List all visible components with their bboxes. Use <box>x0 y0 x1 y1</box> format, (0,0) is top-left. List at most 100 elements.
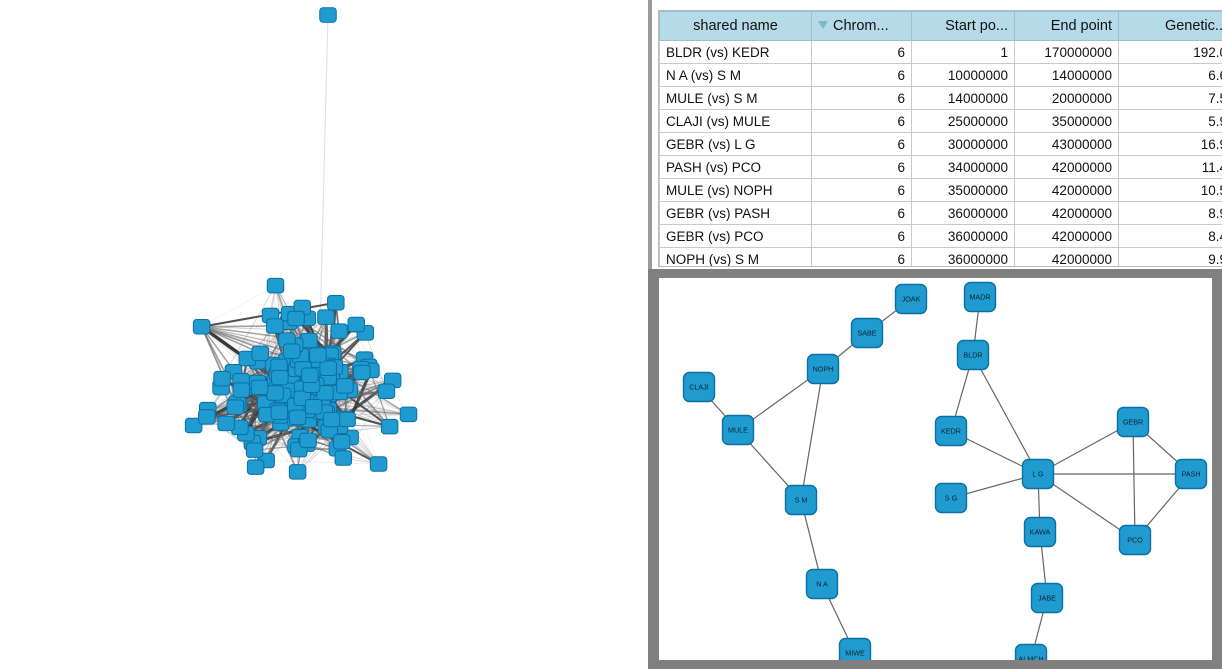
subnetwork-node[interactable]: SABE <box>850 317 884 349</box>
column-header-end-point[interactable]: End point <box>1014 11 1119 41</box>
sort-descending-triangle-icon[interactable] <box>818 21 828 30</box>
main-network-node[interactable] <box>353 364 371 381</box>
main-network-edge[interactable] <box>201 325 275 328</box>
cell-end_point[interactable]: 20000000 <box>1014 86 1119 110</box>
cell-start_point[interactable]: 36000000 <box>911 247 1015 266</box>
subnetwork-node[interactable]: BLDR <box>956 339 990 371</box>
main-network-node[interactable] <box>226 399 245 415</box>
subnetwork-node[interactable]: MULE <box>721 414 755 446</box>
cell-start_point[interactable]: 34000000 <box>911 155 1015 179</box>
cell-start_point[interactable]: 36000000 <box>911 224 1015 248</box>
main-network-node[interactable] <box>266 277 285 294</box>
main-network-node[interactable] <box>192 318 211 335</box>
main-network-node[interactable] <box>301 367 319 384</box>
subnetwork-edge[interactable] <box>1037 473 1136 541</box>
cell-shared_name[interactable]: NOPH (vs) S M <box>659 247 812 266</box>
main-network-node[interactable] <box>347 316 366 333</box>
main-network-edge[interactable] <box>201 285 276 328</box>
cell-chromosome[interactable]: 6 <box>811 63 912 87</box>
cell-shared_name[interactable]: PASH (vs) PCO <box>659 155 812 179</box>
subnetwork-node[interactable]: MADR <box>963 281 997 313</box>
cell-end_point[interactable]: 170000000 <box>1014 40 1119 64</box>
cell-end_point[interactable]: 43000000 <box>1014 132 1119 156</box>
cell-start_point[interactable]: 25000000 <box>911 109 1015 133</box>
subnetwork-node[interactable]: PASH <box>1174 458 1208 490</box>
edge-table-panel[interactable]: shared name Chrom... Start po... End poi… <box>648 0 1222 269</box>
cell-chromosome[interactable]: 6 <box>811 132 912 156</box>
subnetwork-node[interactable]: PCO <box>1118 524 1152 556</box>
main-network-node[interactable] <box>217 415 235 432</box>
main-network-node[interactable] <box>245 442 264 458</box>
cell-chromosome[interactable]: 6 <box>811 201 912 225</box>
cell-genetic[interactable]: 7.5 <box>1118 86 1222 110</box>
cell-shared_name[interactable]: MULE (vs) NOPH <box>659 178 812 202</box>
cell-end_point[interactable]: 42000000 <box>1014 201 1119 225</box>
main-network-node[interactable] <box>288 409 307 426</box>
subnetwork-node[interactable]: L G <box>1021 458 1055 490</box>
cell-start_point[interactable]: 35000000 <box>911 178 1015 202</box>
cell-end_point[interactable]: 42000000 <box>1014 224 1119 248</box>
main-network-node[interactable] <box>299 432 317 449</box>
subnetwork-edge[interactable] <box>972 354 1039 475</box>
cell-start_point[interactable]: 36000000 <box>911 201 1015 225</box>
cell-start_point[interactable]: 1 <box>911 40 1015 64</box>
subnetwork-node[interactable]: KAWA <box>1023 516 1057 548</box>
cell-chromosome[interactable]: 6 <box>811 40 912 64</box>
subnetwork-view[interactable]: CLAJI MULE NOPH SABE JOAK S M N A MIWE MADR BLDR K… <box>659 278 1212 660</box>
main-network-node[interactable] <box>266 318 284 334</box>
subnetwork-edge[interactable] <box>800 368 824 501</box>
cell-shared_name[interactable]: N A (vs) S M <box>659 63 812 87</box>
subnetwork-node[interactable]: JABE <box>1030 582 1064 614</box>
cell-shared_name[interactable]: GEBR (vs) PASH <box>659 201 812 225</box>
main-network-edge[interactable] <box>288 321 369 367</box>
column-header-shared-name[interactable]: shared name <box>659 11 812 41</box>
cell-start_point[interactable]: 10000000 <box>911 63 1015 87</box>
cell-genetic[interactable]: 6.6 <box>1118 63 1222 87</box>
main-network-node[interactable] <box>322 411 341 428</box>
cell-genetic[interactable]: 8.9 <box>1118 201 1222 225</box>
cell-end_point[interactable]: 14000000 <box>1014 63 1119 87</box>
main-network-view[interactable] <box>0 0 648 669</box>
main-network-node[interactable] <box>246 459 265 475</box>
main-network-node[interactable] <box>330 323 348 339</box>
main-network-node[interactable] <box>270 404 289 421</box>
main-network-node[interactable] <box>319 360 337 376</box>
main-network-node[interactable] <box>332 433 351 450</box>
subnetwork-canvas[interactable]: CLAJI MULE NOPH SABE JOAK S M N A MIWE MADR BLDR K… <box>659 278 1212 660</box>
main-network-node[interactable] <box>369 456 388 472</box>
cell-genetic[interactable]: 16.9 <box>1118 132 1222 156</box>
cell-end_point[interactable]: 35000000 <box>1014 109 1119 133</box>
main-network-node[interactable] <box>327 295 345 311</box>
cell-chromosome[interactable]: 6 <box>811 86 912 110</box>
main-network-node[interactable] <box>336 378 354 394</box>
main-network-node[interactable] <box>304 398 323 415</box>
subnetwork-edge[interactable] <box>1132 421 1136 541</box>
cell-genetic[interactable]: 192.0 <box>1118 40 1222 64</box>
cell-start_point[interactable]: 14000000 <box>911 86 1015 110</box>
main-network-edge[interactable] <box>257 322 290 383</box>
main-network-node[interactable] <box>271 369 289 386</box>
subnetwork-node[interactable]: GEBR <box>1116 406 1150 438</box>
cell-chromosome[interactable]: 6 <box>811 155 912 179</box>
cell-shared_name[interactable]: GEBR (vs) PCO <box>659 224 812 248</box>
cell-genetic[interactable]: 5.9 <box>1118 109 1222 133</box>
column-header-chromosome[interactable]: Chrom... <box>811 11 912 41</box>
cell-chromosome[interactable]: 6 <box>811 224 912 248</box>
subnetwork-node[interactable]: N A <box>805 568 839 600</box>
cell-shared_name[interactable]: BLDR (vs) KEDR <box>659 40 812 64</box>
cell-start_point[interactable]: 30000000 <box>911 132 1015 156</box>
main-network-node[interactable] <box>287 310 305 327</box>
cell-chromosome[interactable]: 6 <box>811 247 912 266</box>
main-network-canvas[interactable] <box>0 0 648 669</box>
cell-shared_name[interactable]: GEBR (vs) L G <box>659 132 812 156</box>
main-network-node[interactable] <box>380 418 399 435</box>
cell-end_point[interactable]: 42000000 <box>1014 247 1119 266</box>
